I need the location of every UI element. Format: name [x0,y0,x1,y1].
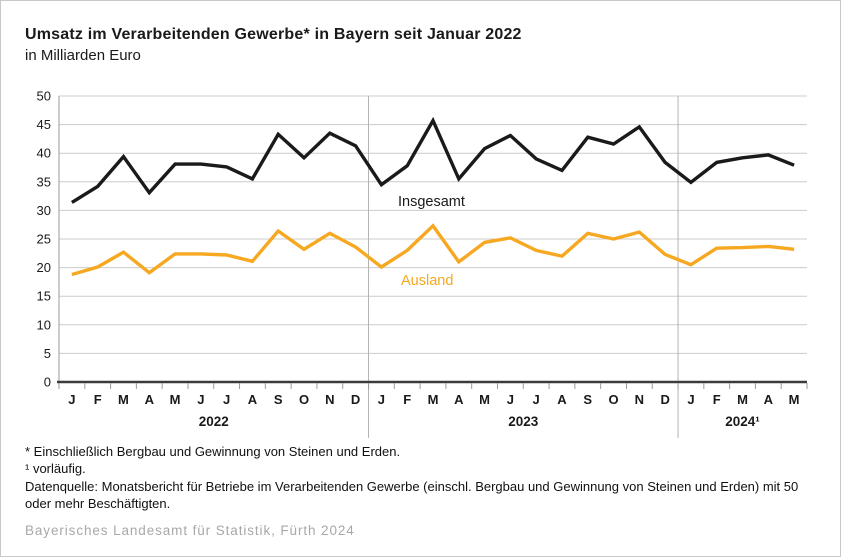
publisher-footer: Bayerisches Landesamt für Statistik, Für… [25,523,355,538]
month-label: A [248,392,258,407]
y-axis-label: 30 [37,203,51,218]
month-label: N [635,392,644,407]
month-label: S [274,392,283,407]
y-axis-label: 5 [44,346,51,361]
month-label: M [789,392,800,407]
y-axis-label: 15 [37,289,51,304]
y-axis-label: 40 [37,146,51,161]
y-axis-label: 20 [37,260,51,275]
month-label: J [533,392,540,407]
month-label: J [223,392,230,407]
y-axis-label: 10 [37,317,51,332]
month-label: A [557,392,567,407]
month-label: M [428,392,439,407]
series-label-ausland: Ausland [401,273,453,289]
chart-subtitle: in Milliarden Euro [25,46,141,64]
month-label: S [583,392,592,407]
year-label: 2024¹ [725,414,760,429]
y-axis-label: 25 [37,232,51,247]
footnote-preliminary: ¹ vorläufig. [25,461,86,477]
title-block: Umsatz im Verarbeitenden Gewerbe* in Bay… [25,25,522,66]
month-label: M [737,392,748,407]
footnotes: * Einschließlich Bergbau und Gewinnung v… [25,443,815,512]
month-label: A [764,392,774,407]
month-label: J [507,392,514,407]
month-label: O [608,392,618,407]
month-label: O [299,392,309,407]
footnote-datasource: Datenquelle: Monatsbericht für Betriebe … [25,478,799,511]
chart-title: Umsatz im Verarbeitenden Gewerbe* in Bay… [25,26,522,43]
footnote-asterisk: * Einschließlich Bergbau und Gewinnung v… [25,444,401,459]
y-axis-label: 35 [37,174,51,189]
year-label: 2023 [508,414,539,429]
series-label-insgesamt: Insgesamt [398,194,465,210]
month-label: A [454,392,464,407]
y-axis-label: 0 [44,375,51,390]
month-label: D [351,392,360,407]
month-label: A [145,392,155,407]
month-label: D [660,392,669,407]
month-label: M [118,392,129,407]
series-line-ausland [71,223,795,277]
month-label: J [197,392,204,407]
month-label: J [68,392,75,407]
year-label: 2022 [199,414,229,429]
month-label: F [713,392,721,407]
month-label: N [325,392,334,407]
month-label: F [403,392,411,407]
month-label: M [170,392,181,407]
y-axis-label: 50 [37,89,51,104]
y-axis-label: 45 [37,117,51,132]
month-label: J [378,392,385,407]
month-label: J [687,392,694,407]
series-line-insgesamt [71,116,795,204]
month-label: F [94,392,102,407]
month-label: M [479,392,490,407]
